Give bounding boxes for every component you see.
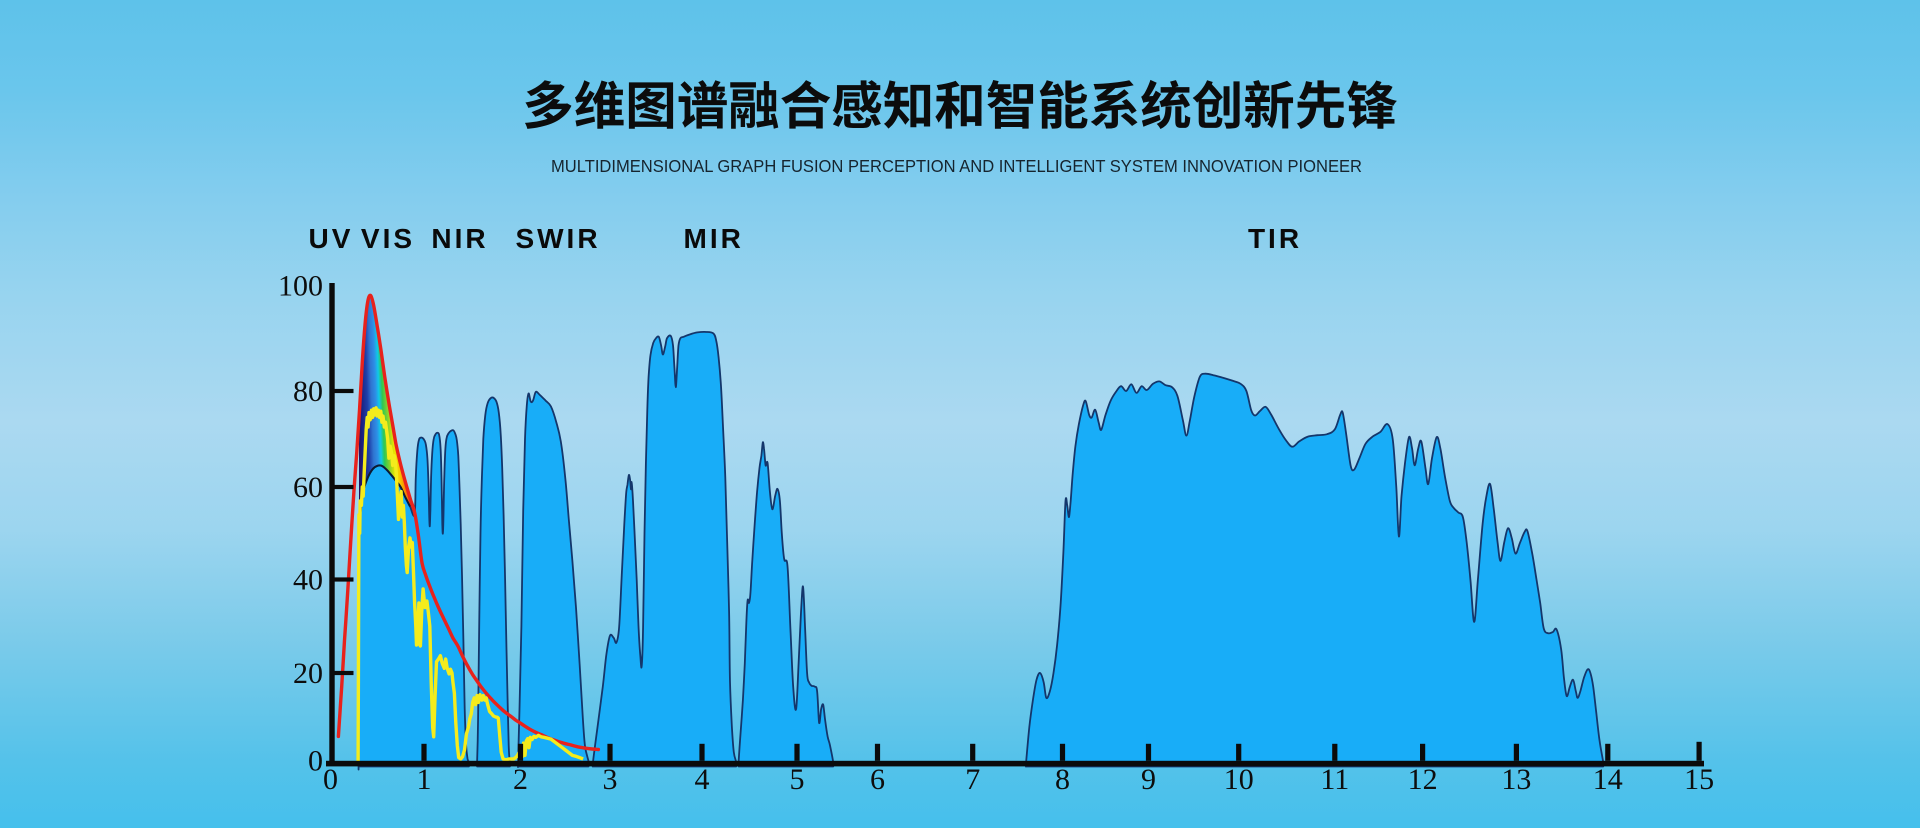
- svg-text:4: 4: [695, 763, 710, 796]
- svg-text:NIR: NIR: [431, 223, 488, 254]
- svg-text:UV: UV: [309, 223, 354, 254]
- svg-text:1: 1: [417, 763, 432, 796]
- svg-text:40: 40: [293, 564, 323, 597]
- svg-text:11: 11: [1320, 763, 1349, 796]
- svg-text:14: 14: [1593, 763, 1623, 796]
- svg-text:0: 0: [308, 745, 323, 778]
- svg-text:MULTIDIMENSIONAL GRAPH FUSION: MULTIDIMENSIONAL GRAPH FUSION PERCEPTION…: [551, 156, 1362, 176]
- svg-text:6: 6: [870, 763, 885, 796]
- svg-text:10: 10: [1224, 763, 1254, 796]
- svg-text:2: 2: [513, 763, 528, 796]
- svg-text:100: 100: [278, 270, 323, 303]
- svg-text:60: 60: [293, 471, 323, 504]
- svg-text:7: 7: [965, 763, 980, 796]
- svg-text:8: 8: [1055, 763, 1070, 796]
- svg-text:13: 13: [1501, 763, 1531, 796]
- svg-text:SWIR: SWIR: [515, 223, 600, 254]
- svg-text:3: 3: [603, 763, 618, 796]
- svg-text:0: 0: [323, 763, 338, 796]
- svg-text:5: 5: [790, 763, 805, 796]
- svg-text:TIR: TIR: [1248, 223, 1302, 254]
- svg-text:15: 15: [1684, 763, 1714, 796]
- svg-text:12: 12: [1408, 763, 1438, 796]
- svg-text:MIR: MIR: [684, 223, 744, 254]
- svg-text:VIS: VIS: [361, 223, 415, 254]
- svg-text:9: 9: [1141, 763, 1156, 796]
- svg-text:20: 20: [293, 657, 323, 690]
- svg-text:80: 80: [293, 375, 323, 408]
